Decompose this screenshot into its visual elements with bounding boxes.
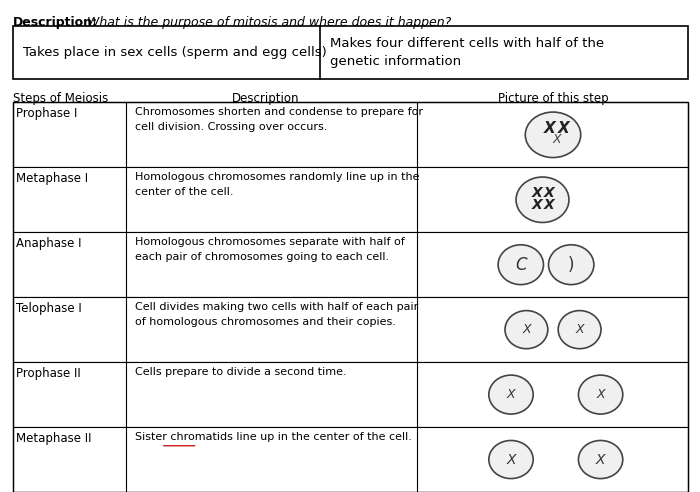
Text: Homologous chromosomes randomly line up in the
center of the cell.: Homologous chromosomes randomly line up …	[135, 172, 419, 197]
Text: X: X	[544, 122, 555, 136]
Text: Picture of this step: Picture of this step	[498, 92, 608, 104]
Ellipse shape	[549, 245, 594, 284]
Text: X: X	[522, 323, 531, 336]
FancyBboxPatch shape	[13, 232, 688, 297]
Text: Cell divides making two cells with half of each pair
of homologous chromosomes a: Cell divides making two cells with half …	[135, 302, 419, 327]
Text: X: X	[575, 323, 584, 336]
Text: Metaphase I: Metaphase I	[16, 172, 88, 185]
Ellipse shape	[489, 440, 533, 479]
Text: Homologous chromosomes separate with half of
each pair of chromosomes going to e: Homologous chromosomes separate with hal…	[135, 237, 405, 262]
FancyBboxPatch shape	[13, 427, 688, 492]
Text: Makes four different cells with half of the
genetic information: Makes four different cells with half of …	[330, 36, 605, 68]
Text: X: X	[507, 388, 515, 401]
Text: X: X	[531, 198, 542, 212]
Ellipse shape	[558, 310, 601, 349]
Text: Cells prepare to divide a second time.: Cells prepare to divide a second time.	[135, 367, 346, 377]
Text: Metaphase II: Metaphase II	[16, 432, 92, 445]
FancyBboxPatch shape	[13, 362, 688, 427]
Text: X: X	[552, 133, 561, 146]
Text: Chromosomes shorten and condense to prepare for
cell division. Crossing over occ: Chromosomes shorten and condense to prep…	[135, 107, 423, 132]
Text: Sister chromatids line up in the center of the cell.: Sister chromatids line up in the center …	[135, 432, 412, 442]
Text: What is the purpose of mitosis and where does it happen?: What is the purpose of mitosis and where…	[83, 16, 451, 29]
Ellipse shape	[489, 375, 533, 414]
Text: X: X	[544, 186, 555, 200]
FancyBboxPatch shape	[13, 297, 688, 362]
FancyBboxPatch shape	[13, 167, 688, 232]
Ellipse shape	[498, 245, 543, 284]
Text: X: X	[558, 122, 569, 136]
Text: X: X	[544, 198, 555, 212]
Text: X: X	[596, 388, 605, 401]
FancyBboxPatch shape	[13, 26, 688, 79]
Text: Description:: Description:	[13, 16, 97, 29]
Ellipse shape	[578, 440, 623, 479]
Text: Description: Description	[232, 92, 300, 104]
Text: ): )	[568, 256, 575, 274]
Text: X: X	[531, 186, 542, 200]
Ellipse shape	[505, 310, 548, 349]
Text: Anaphase I: Anaphase I	[16, 237, 82, 250]
Ellipse shape	[578, 375, 623, 414]
Ellipse shape	[525, 112, 581, 157]
Text: X: X	[596, 453, 605, 466]
Text: X: X	[506, 453, 516, 466]
Text: Prophase II: Prophase II	[16, 367, 80, 380]
Text: Telophase I: Telophase I	[16, 302, 82, 315]
Ellipse shape	[516, 177, 569, 222]
FancyBboxPatch shape	[13, 102, 688, 167]
Text: C: C	[515, 256, 526, 274]
Text: Takes place in sex cells (sperm and egg cells): Takes place in sex cells (sperm and egg …	[23, 46, 327, 59]
Text: Steps of Meiosis: Steps of Meiosis	[13, 92, 108, 104]
Text: Prophase I: Prophase I	[16, 107, 78, 120]
